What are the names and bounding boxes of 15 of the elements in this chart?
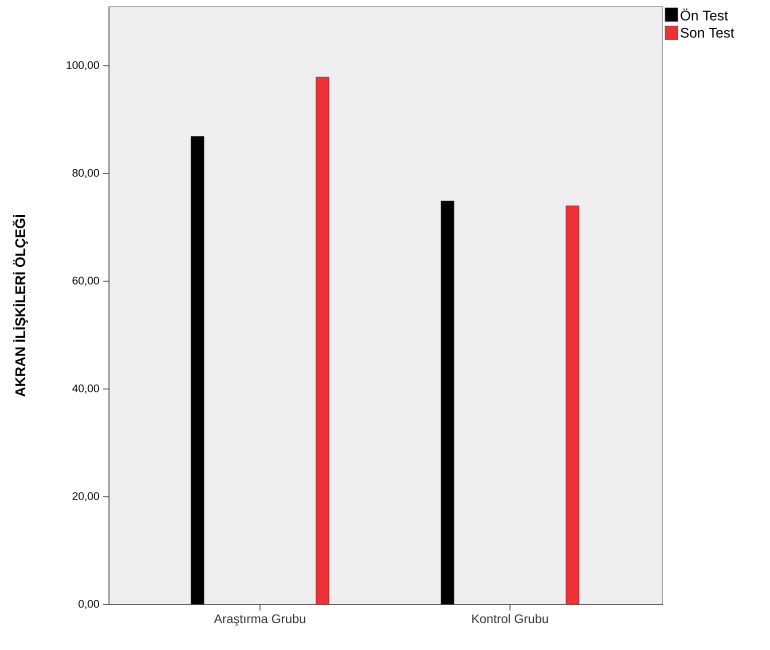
bar bbox=[566, 206, 580, 604]
legend-label: Son Test bbox=[680, 28, 734, 38]
legend-label: Ön Test bbox=[680, 8, 728, 20]
y-tick-label: 0,00 bbox=[78, 600, 100, 610]
y-tick-label: 60,00 bbox=[72, 276, 100, 286]
y-tick-label: 80,00 bbox=[72, 168, 100, 178]
x-tick-label: Araştırma Grubu bbox=[214, 614, 306, 626]
y-axis-title: AKRAN İLİŞKİLERİ ÖLÇEĞİ bbox=[12, 215, 28, 397]
y-tick-label: 20,00 bbox=[72, 492, 100, 502]
x-tick-label: Kontrol Grubu bbox=[472, 614, 548, 624]
y-tick-label: 40,00 bbox=[72, 384, 100, 394]
bar bbox=[190, 136, 204, 604]
bar bbox=[440, 200, 454, 604]
y-tick-label: 100,00 bbox=[66, 61, 100, 70]
bar bbox=[316, 76, 330, 604]
